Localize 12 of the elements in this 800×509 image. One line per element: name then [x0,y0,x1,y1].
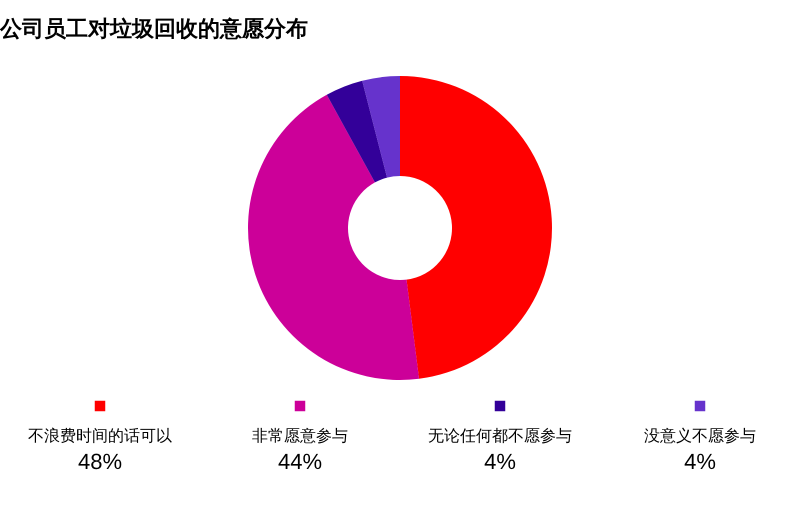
data-label: 48% [78,449,122,474]
donut-slice [400,76,552,379]
data-label: 44% [278,449,322,474]
legend-label: 没意义不愿参与 [644,427,756,445]
donut-slice [326,80,388,182]
data-label: 4% [684,449,716,474]
donut-slice [248,94,420,380]
donut-slice [362,76,400,178]
legend-label: 不浪费时间的话可以 [28,427,172,445]
data-label: 4% [484,449,516,474]
legend-label: 非常愿意参与 [252,427,348,445]
legend-label: 无论任何都不愿参与 [428,427,572,445]
